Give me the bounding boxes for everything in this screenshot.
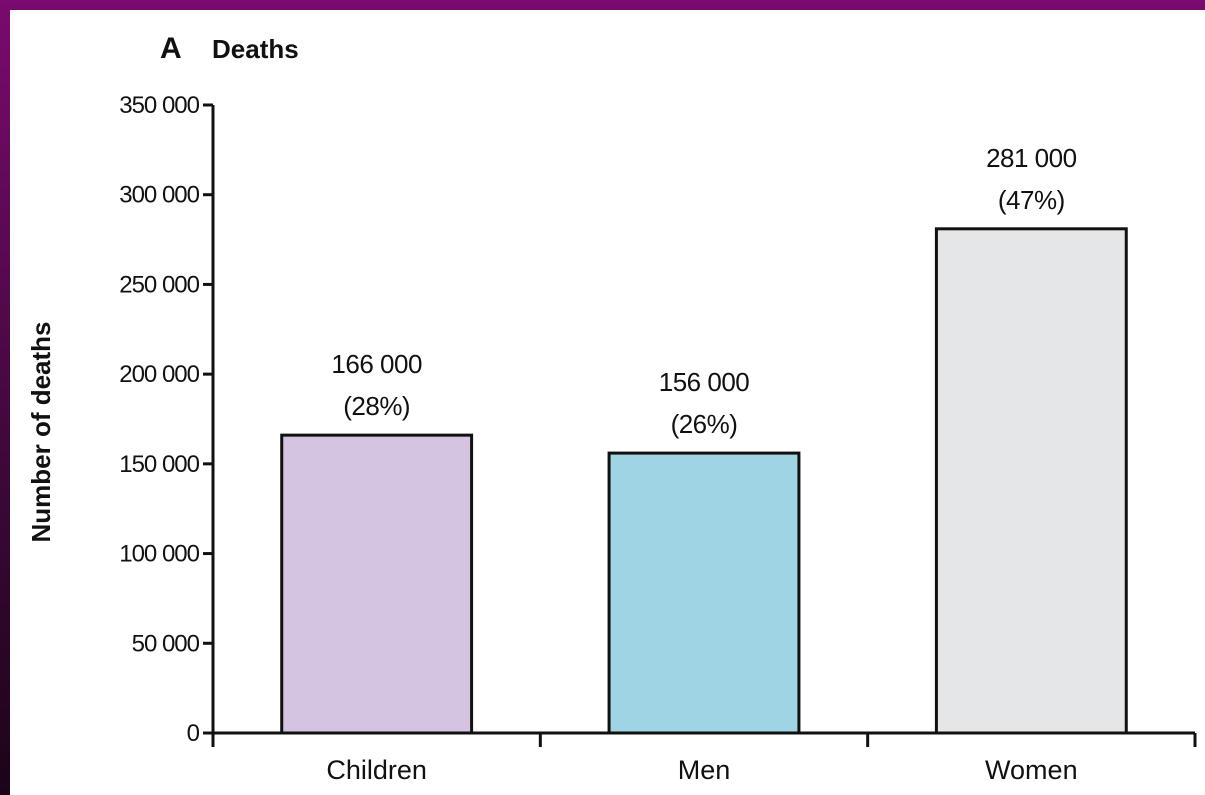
panel-letter: A: [160, 32, 182, 65]
bar-men: [607, 451, 801, 735]
value-label: 156 000: [659, 367, 750, 397]
y-tick-label: 0: [187, 720, 200, 747]
percent-label: (47%): [998, 185, 1065, 215]
bar-children: [280, 433, 474, 735]
value-label: 281 000: [986, 143, 1077, 173]
y-axis-label: Number of deaths: [26, 321, 56, 542]
category-label: Women: [985, 755, 1078, 785]
percent-label: (26%): [671, 409, 738, 439]
percent-label: (28%): [343, 391, 410, 421]
chart-frame: A Deaths Number of deaths 0 50 000 100 000…: [10, 10, 1205, 795]
y-tick-label: 100 000: [119, 541, 199, 568]
value-label: 166 000: [331, 349, 422, 379]
bar-women: [934, 227, 1128, 735]
bars: [280, 227, 1128, 735]
category-label: Children: [326, 755, 427, 785]
y-tick-label: 200 000: [119, 361, 199, 388]
labels: 166 000 (28%) Children 156 000 (26%) Men 281 0…: [326, 143, 1077, 785]
chart-title: Deaths: [212, 34, 299, 64]
y-tick-label: 250 000: [119, 271, 199, 298]
y-tick-label: 350 000: [119, 92, 199, 119]
category-label: Men: [678, 755, 731, 785]
y-tick-label: 150 000: [119, 451, 199, 478]
deaths-bar-chart: A Deaths Number of deaths 0 50 000 100 000…: [26, 32, 1197, 785]
y-tick-label: 300 000: [119, 182, 199, 209]
y-tick-label: 50 000: [132, 630, 200, 657]
